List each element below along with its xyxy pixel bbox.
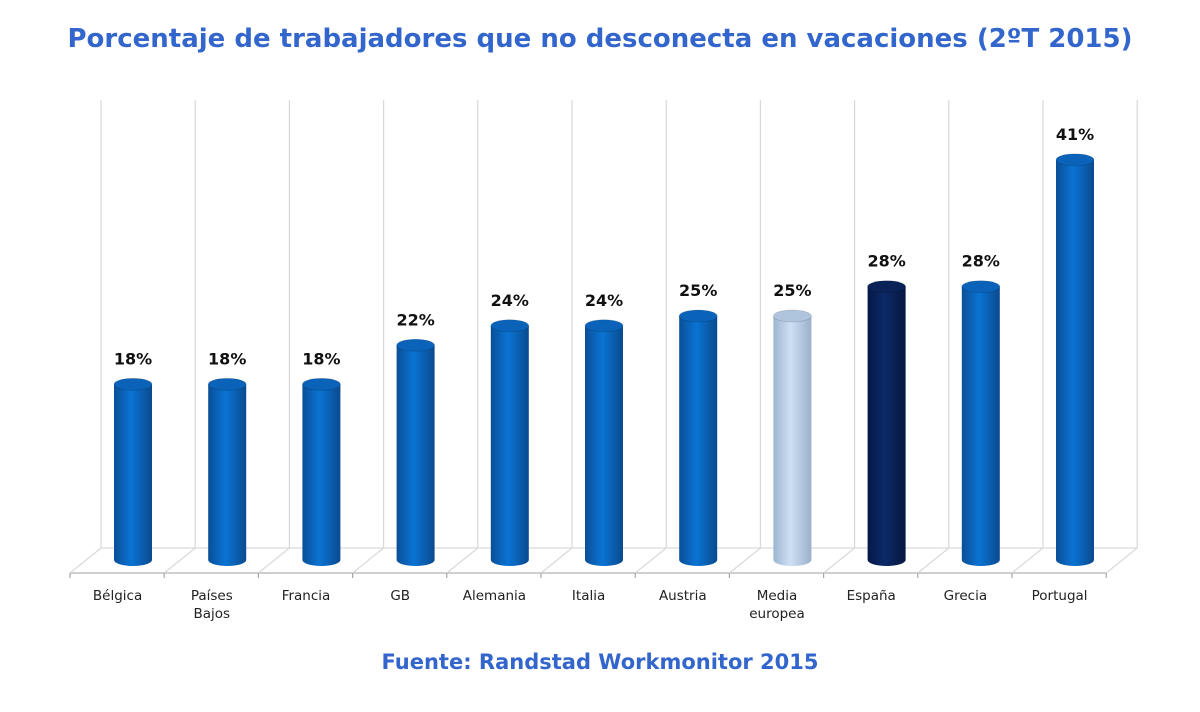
data-label: 22% <box>396 310 434 329</box>
category-label: España <box>847 588 896 604</box>
category-labels: Bélgica Países Bajos Francia GB Alemania Itali… <box>93 588 1088 622</box>
category-label: Países Bajos <box>191 588 233 622</box>
bar-francia <box>301 377 341 566</box>
data-label: 25% <box>679 281 717 300</box>
source-note: Fuente: Randstad Workmonitor 2015 <box>381 650 819 674</box>
category-label: Media europea <box>749 588 805 622</box>
gridlines <box>100 100 1138 548</box>
chart-title: Porcentaje de trabajadores que no descon… <box>67 24 1133 54</box>
bars: 18% 18% 18% 22% 24% 24% 25% 25% 28% 28% 41% <box>113 125 1095 566</box>
bar-países-bajos <box>207 377 247 566</box>
data-label: 18% <box>208 349 246 368</box>
bar-gb <box>396 338 436 566</box>
bar-italia <box>584 319 624 566</box>
category-label: Italia <box>572 588 605 604</box>
data-label: 25% <box>773 281 811 300</box>
bar-portugal <box>1055 153 1095 566</box>
category-label: Austria <box>659 588 707 604</box>
bar-bélgica <box>113 377 153 566</box>
data-label: 24% <box>585 291 623 310</box>
bar-media-europea <box>773 309 812 566</box>
category-label: Alemania <box>463 588 526 604</box>
bar-grecia <box>961 280 1001 566</box>
bar-alemania <box>490 319 530 566</box>
category-label: GB <box>390 588 410 604</box>
data-label: 41% <box>1056 125 1094 144</box>
data-label: 18% <box>114 349 152 368</box>
category-label: Portugal <box>1032 588 1088 604</box>
category-label: Grecia <box>944 588 987 604</box>
data-label: 28% <box>867 252 905 271</box>
bar-austria <box>678 309 718 566</box>
data-label: 18% <box>302 349 340 368</box>
category-label: Francia <box>282 588 331 604</box>
bar-españa <box>867 280 906 566</box>
category-label: Bélgica <box>93 588 142 604</box>
data-label: 24% <box>491 291 529 310</box>
data-label: 28% <box>962 252 1000 271</box>
